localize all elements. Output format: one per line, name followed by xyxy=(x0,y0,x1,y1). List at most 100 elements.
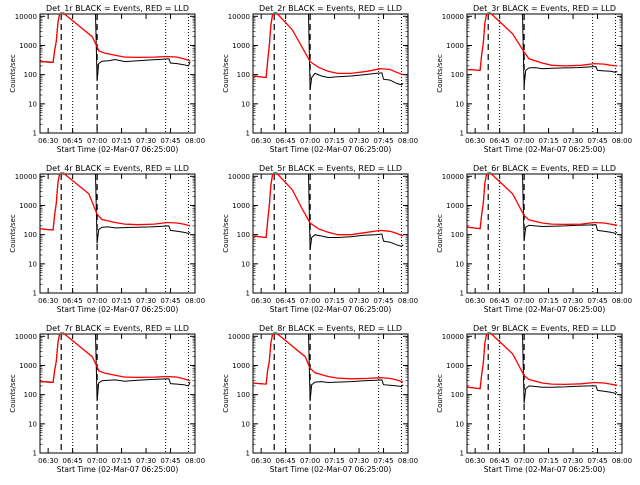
y-axis-label: Counts/sec xyxy=(222,54,230,93)
x-tick-label: 07:30 xyxy=(136,137,156,145)
x-axis-label: Start Time (02-Mar-07 06:25:00) xyxy=(484,145,606,154)
y-axis-label: Counts/sec xyxy=(436,374,444,413)
y-tick-label: 10 xyxy=(241,260,250,268)
series-group xyxy=(40,14,191,82)
y-tick-label: 1000 xyxy=(446,202,464,210)
x-tick-label: 07:30 xyxy=(349,457,369,465)
y-axis-label: Counts/sec xyxy=(9,214,17,253)
y-tick-label: 1000 xyxy=(19,42,37,50)
x-tick-label: 06:30 xyxy=(465,457,485,465)
y-tick-label: 10000 xyxy=(15,173,37,181)
y-tick-label: 100 xyxy=(451,71,464,79)
detector-panel-5: Det_5r BLACK = Events, RED = LLD 1 10 100 10… xyxy=(222,164,418,314)
x-tick-label: 06:30 xyxy=(465,137,485,145)
y-tick-label: 10000 xyxy=(15,13,37,21)
y-tick-label: 10000 xyxy=(442,13,464,21)
x-tick-label: 06:45 xyxy=(276,297,296,305)
x-tick-label: 07:45 xyxy=(373,457,393,465)
y-axis-label: Counts/sec xyxy=(222,374,230,413)
x-tick-label: 07:00 xyxy=(300,297,320,305)
x-tick-label: 07:00 xyxy=(87,297,107,305)
y-axis-label: Counts/sec xyxy=(436,54,444,93)
x-tick-label: 07:45 xyxy=(160,137,180,145)
series-line-events xyxy=(40,334,191,402)
y-tick-label: 100 xyxy=(451,231,464,239)
panel-title: Det_3r BLACK = Events, RED = LLD xyxy=(473,4,616,13)
panel-title: Det_7r BLACK = Events, RED = LLD xyxy=(46,324,189,333)
x-axis-label: Start Time (02-Mar-07 06:25:00) xyxy=(270,465,392,474)
x-tick-label: 06:45 xyxy=(63,457,83,465)
series-group xyxy=(467,14,618,87)
x-tick-label: 06:45 xyxy=(490,297,510,305)
x-tick-label: 07:45 xyxy=(587,297,607,305)
y-tick-label: 1000 xyxy=(232,202,250,210)
x-tick-label: 08:00 xyxy=(398,297,418,305)
y-axis-label: Counts/sec xyxy=(9,54,17,93)
x-tick-label: 07:00 xyxy=(514,457,534,465)
plot-frame xyxy=(39,333,196,454)
series-line-events xyxy=(467,334,618,404)
x-tick-label: 07:00 xyxy=(514,297,534,305)
x-tick-label: 08:00 xyxy=(612,457,632,465)
y-tick-label: 100 xyxy=(237,391,250,399)
plot-frame xyxy=(252,333,409,454)
y-tick-label: 1 xyxy=(246,130,250,138)
y-tick-label: 1000 xyxy=(19,362,37,370)
x-tick-label: 08:00 xyxy=(398,457,418,465)
x-tick-label: 06:30 xyxy=(251,457,271,465)
y-tick-label: 100 xyxy=(451,391,464,399)
x-tick-label: 06:45 xyxy=(63,137,83,145)
detector-panel-7: Det_7r BLACK = Events, RED = LLD 1 10 100 10… xyxy=(9,324,205,474)
y-tick-label: 1 xyxy=(33,290,37,298)
series-line-lld xyxy=(467,334,618,390)
y-tick-label: 10000 xyxy=(228,333,250,341)
detector-panel-2: Det_2r BLACK = Events, RED = LLD 1 10 100 10… xyxy=(222,4,418,154)
x-tick-label: 07:30 xyxy=(136,457,156,465)
panel-title: Det_5r BLACK = Events, RED = LLD xyxy=(259,164,402,173)
y-tick-label: 1000 xyxy=(232,42,250,50)
x-tick-label: 07:30 xyxy=(563,297,583,305)
series-line-lld xyxy=(253,14,404,79)
y-axis-label: Counts/sec xyxy=(222,214,230,253)
x-tick-label: 07:00 xyxy=(300,457,320,465)
x-tick-label: 06:45 xyxy=(63,297,83,305)
y-tick-label: 10000 xyxy=(15,333,37,341)
panel-title: Det_1r BLACK = Events, RED = LLD xyxy=(46,4,189,13)
y-tick-label: 10 xyxy=(455,420,464,428)
series-line-lld xyxy=(40,334,191,383)
detector-panel-1: Det_1r BLACK = Events, RED = LLD 1 10 100 10… xyxy=(9,4,205,154)
y-tick-label: 1000 xyxy=(446,42,464,50)
series-group xyxy=(253,334,404,402)
y-tick-label: 1 xyxy=(246,290,250,298)
y-tick-label: 1000 xyxy=(446,362,464,370)
x-tick-label: 08:00 xyxy=(612,297,632,305)
panel-title: Det_2r BLACK = Events, RED = LLD xyxy=(259,4,402,13)
x-tick-label: 07:00 xyxy=(87,137,107,145)
x-tick-label: 06:45 xyxy=(490,457,510,465)
x-tick-label: 08:00 xyxy=(398,137,418,145)
x-axis-label: Start Time (02-Mar-07 06:25:00) xyxy=(270,305,392,314)
x-tick-label: 08:00 xyxy=(185,137,205,145)
x-tick-label: 08:00 xyxy=(185,297,205,305)
x-tick-label: 06:30 xyxy=(38,137,58,145)
x-tick-label: 07:00 xyxy=(87,457,107,465)
series-line-lld xyxy=(40,14,191,63)
plot-frame xyxy=(39,173,196,294)
x-tick-label: 07:15 xyxy=(111,137,131,145)
x-tick-label: 07:45 xyxy=(587,457,607,465)
x-axis-label: Start Time (02-Mar-07 06:25:00) xyxy=(57,145,179,154)
x-tick-label: 07:00 xyxy=(300,137,320,145)
y-tick-label: 1 xyxy=(460,130,464,138)
plot-frame xyxy=(466,13,623,134)
series-line-events xyxy=(467,174,618,242)
x-tick-label: 07:15 xyxy=(324,457,344,465)
y-tick-label: 10 xyxy=(241,100,250,108)
plot-frame xyxy=(466,173,623,294)
series-group xyxy=(467,334,618,404)
y-tick-label: 1000 xyxy=(19,202,37,210)
series-group xyxy=(253,174,404,250)
x-axis-label: Start Time (02-Mar-07 06:25:00) xyxy=(270,145,392,154)
x-tick-label: 07:00 xyxy=(514,137,534,145)
